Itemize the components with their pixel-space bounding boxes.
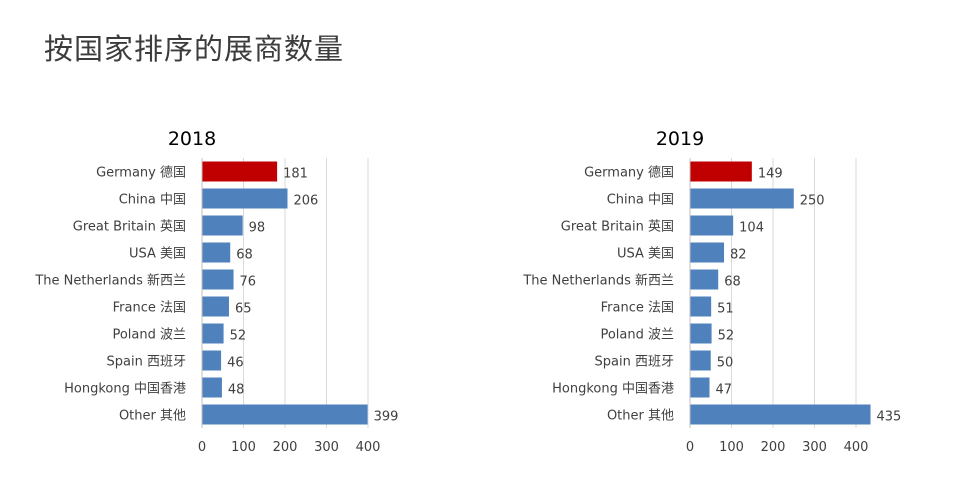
- bar: [202, 404, 368, 425]
- bar: [202, 161, 278, 182]
- bar-chart-2018: 2018 Germany 德国 181 China 中国 206 Great Britai…: [34, 128, 399, 455]
- bar: [690, 296, 712, 317]
- bar: [202, 377, 222, 398]
- chart-title: 2019: [656, 128, 704, 150]
- category-label: Germany 德国: [584, 166, 674, 181]
- category-label: Other 其他: [119, 409, 186, 424]
- value-label: 68: [236, 248, 253, 263]
- x-tick-label: 100: [231, 440, 256, 455]
- category-label: USA 美国: [129, 247, 186, 262]
- bar-chart-2019: 2019 Germany 德国 149 China 中国 250 Great Britai…: [522, 128, 902, 455]
- bar: [690, 161, 752, 182]
- category-label: France 法国: [113, 301, 186, 316]
- value-label: 50: [717, 356, 734, 371]
- value-label: 98: [249, 221, 266, 236]
- category-label: Hongkong 中国香港: [552, 382, 674, 397]
- value-label: 52: [718, 329, 735, 344]
- bar: [202, 269, 234, 290]
- value-label: 149: [758, 167, 783, 182]
- value-label: 250: [800, 194, 825, 209]
- value-label: 104: [739, 221, 764, 236]
- value-label: 82: [730, 248, 747, 263]
- value-label: 206: [293, 194, 318, 209]
- x-tick-label: 200: [273, 440, 298, 455]
- page-title: 按国家排序的展商数量: [44, 32, 345, 66]
- category-label: China 中国: [119, 193, 186, 208]
- bar: [690, 323, 712, 344]
- value-label: 435: [877, 410, 902, 425]
- x-tick-label: 300: [802, 440, 827, 455]
- category-label: France 法国: [601, 301, 674, 316]
- bar: [690, 242, 725, 263]
- bar: [690, 215, 734, 236]
- x-tick-label: 300: [314, 440, 339, 455]
- bar: [202, 350, 222, 371]
- category-label: The Netherlands 新西兰: [522, 273, 674, 289]
- bar: [690, 269, 719, 290]
- value-label: 68: [724, 275, 741, 290]
- bar: [690, 188, 794, 209]
- category-label: China 中国: [607, 193, 674, 208]
- category-label: Poland 波兰: [600, 328, 674, 343]
- value-label: 47: [716, 383, 733, 398]
- category-label: Germany 德国: [96, 166, 186, 181]
- category-label: Other 其他: [607, 409, 674, 424]
- value-label: 76: [240, 275, 257, 290]
- category-label: The Netherlands 新西兰: [34, 273, 186, 289]
- category-label: Great Britain 英国: [73, 220, 186, 235]
- x-tick-label: 200: [761, 440, 786, 455]
- chart-title: 2018: [168, 128, 216, 150]
- bar: [202, 296, 229, 317]
- bar: [690, 404, 871, 425]
- value-label: 52: [230, 329, 247, 344]
- value-label: 65: [235, 302, 252, 317]
- bar: [690, 377, 710, 398]
- x-tick-label: 400: [356, 440, 381, 455]
- bar: [202, 242, 231, 263]
- category-label: Great Britain 英国: [561, 220, 674, 235]
- x-tick-label: 400: [844, 440, 869, 455]
- category-label: Hongkong 中国香港: [64, 382, 186, 397]
- value-label: 48: [228, 383, 245, 398]
- category-label: USA 美国: [617, 247, 674, 262]
- category-label: Spain 西班牙: [107, 355, 186, 370]
- x-tick-label: 100: [719, 440, 744, 455]
- x-tick-label: 0: [198, 440, 206, 455]
- category-label: Poland 波兰: [112, 328, 186, 343]
- bar: [202, 188, 288, 209]
- bar: [202, 323, 224, 344]
- bar: [202, 215, 243, 236]
- value-label: 46: [227, 356, 244, 371]
- x-tick-label: 0: [686, 440, 694, 455]
- value-label: 399: [374, 410, 399, 425]
- value-label: 181: [283, 167, 308, 182]
- bar: [690, 350, 711, 371]
- value-label: 51: [717, 302, 734, 317]
- category-label: Spain 西班牙: [595, 355, 674, 370]
